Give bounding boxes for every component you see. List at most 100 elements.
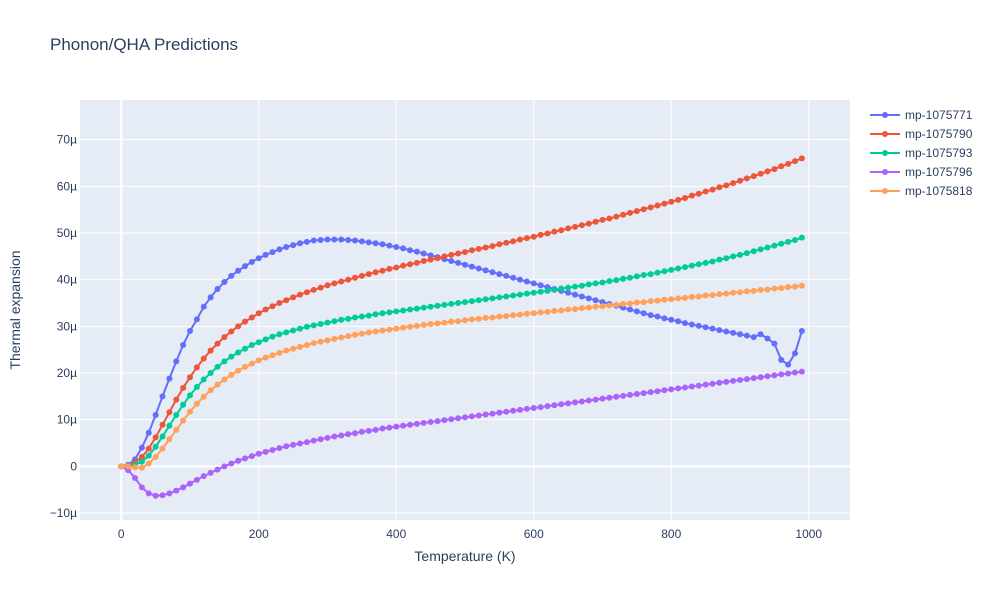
legend-item[interactable]: mp-1075793: [870, 146, 973, 160]
data-point[interactable]: [262, 306, 269, 313]
data-point[interactable]: [668, 198, 675, 205]
data-point[interactable]: [661, 315, 668, 322]
data-point[interactable]: [702, 292, 709, 299]
data-point[interactable]: [613, 277, 620, 284]
data-point[interactable]: [207, 294, 214, 301]
data-point[interactable]: [496, 271, 503, 278]
data-point[interactable]: [716, 184, 723, 191]
data-point[interactable]: [187, 328, 193, 334]
data-point[interactable]: [434, 302, 441, 309]
data-point[interactable]: [235, 323, 242, 330]
data-point[interactable]: [613, 301, 620, 308]
data-point[interactable]: [785, 361, 792, 368]
data-point[interactable]: [159, 445, 166, 452]
data-point[interactable]: [537, 309, 544, 316]
data-point[interactable]: [517, 291, 523, 298]
data-point[interactable]: [599, 299, 606, 306]
data-point[interactable]: [482, 244, 489, 251]
data-point[interactable]: [585, 304, 592, 311]
data-point[interactable]: [235, 457, 242, 464]
data-point[interactable]: [558, 401, 565, 408]
data-point[interactable]: [723, 328, 730, 335]
data-point[interactable]: [358, 428, 365, 435]
data-point[interactable]: [193, 384, 200, 390]
data-point[interactable]: [510, 274, 517, 281]
data-point[interactable]: [221, 376, 228, 383]
data-point[interactable]: [269, 333, 276, 340]
data-point[interactable]: [530, 233, 537, 240]
data-point[interactable]: [544, 308, 551, 315]
data-point[interactable]: [750, 334, 757, 341]
data-point[interactable]: [475, 245, 482, 252]
data-point[interactable]: [778, 285, 785, 292]
data-point[interactable]: [523, 290, 530, 297]
data-point[interactable]: [620, 211, 627, 218]
data-point[interactable]: [475, 265, 482, 272]
data-point[interactable]: [193, 400, 200, 407]
data-point[interactable]: [530, 310, 537, 317]
data-point[interactable]: [757, 286, 764, 293]
data-point[interactable]: [640, 310, 647, 317]
data-point[interactable]: [407, 247, 413, 254]
data-point[interactable]: [510, 238, 517, 245]
data-point[interactable]: [455, 415, 462, 422]
data-point[interactable]: [262, 251, 269, 258]
data-point[interactable]: [599, 303, 606, 310]
data-point[interactable]: [599, 216, 606, 223]
data-point[interactable]: [345, 333, 352, 340]
data-point[interactable]: [551, 286, 558, 293]
data-point[interactable]: [331, 318, 338, 325]
data-point[interactable]: [757, 170, 764, 177]
data-point[interactable]: [750, 287, 757, 294]
data-point[interactable]: [365, 239, 372, 246]
data-point[interactable]: [345, 315, 352, 322]
data-point[interactable]: [661, 268, 668, 275]
data-point[interactable]: [702, 259, 709, 266]
data-point[interactable]: [510, 312, 517, 319]
data-point[interactable]: [180, 342, 187, 348]
data-point[interactable]: [214, 340, 221, 347]
data-point[interactable]: [750, 173, 757, 180]
data-point[interactable]: [372, 426, 379, 433]
data-point[interactable]: [737, 331, 743, 338]
data-point[interactable]: [730, 289, 737, 296]
data-point[interactable]: [400, 324, 407, 331]
data-point[interactable]: [283, 443, 290, 450]
data-point[interactable]: [338, 316, 345, 323]
data-point[interactable]: [702, 188, 709, 195]
data-point[interactable]: [462, 317, 468, 324]
data-point[interactable]: [558, 285, 565, 292]
data-point[interactable]: [173, 487, 180, 494]
data-point[interactable]: [764, 335, 771, 342]
data-point[interactable]: [558, 307, 565, 314]
data-point[interactable]: [324, 319, 331, 326]
data-point[interactable]: [145, 460, 152, 467]
data-point[interactable]: [771, 166, 778, 173]
data-point[interactable]: [716, 256, 723, 263]
data-point[interactable]: [468, 298, 475, 305]
data-point[interactable]: [358, 313, 365, 320]
data-point[interactable]: [585, 281, 592, 288]
data-point[interactable]: [118, 463, 125, 470]
data-point[interactable]: [276, 246, 283, 253]
data-point[interactable]: [647, 312, 654, 319]
data-point[interactable]: [723, 290, 730, 297]
data-point[interactable]: [132, 464, 138, 471]
data-point[interactable]: [523, 405, 530, 412]
data-point[interactable]: [757, 374, 764, 381]
legend-item[interactable]: mp-1075818: [870, 184, 973, 198]
data-point[interactable]: [661, 296, 668, 303]
data-point[interactable]: [503, 313, 510, 320]
data-point[interactable]: [716, 327, 723, 334]
data-point[interactable]: [407, 421, 413, 428]
data-point[interactable]: [276, 300, 283, 306]
data-point[interactable]: [737, 251, 743, 258]
data-point[interactable]: [448, 258, 455, 264]
data-point[interactable]: [214, 466, 221, 473]
data-point[interactable]: [688, 383, 695, 390]
data-point[interactable]: [372, 240, 379, 247]
data-point[interactable]: [578, 305, 585, 312]
data-point[interactable]: [647, 389, 654, 396]
data-point[interactable]: [482, 314, 489, 321]
data-point[interactable]: [785, 370, 792, 377]
